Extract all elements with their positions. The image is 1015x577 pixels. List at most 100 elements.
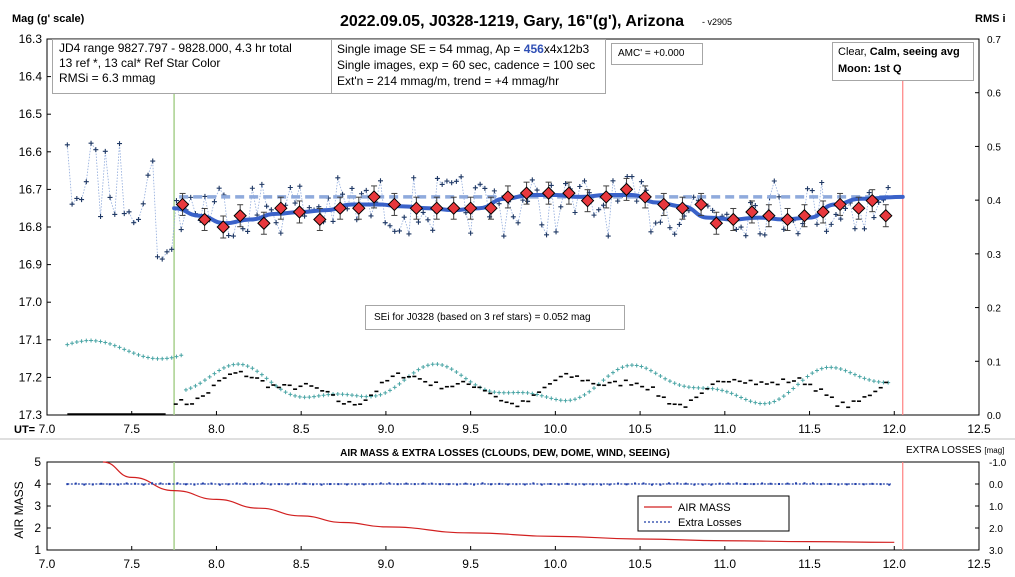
losses-tick: -1.0 xyxy=(989,458,1007,469)
rms-point xyxy=(810,371,815,376)
extra-losses-point xyxy=(456,483,459,486)
extra-losses-point xyxy=(91,483,94,486)
binned-diamond xyxy=(562,186,576,200)
binned-point xyxy=(709,211,724,235)
binned-point xyxy=(175,192,190,216)
extra-losses-point xyxy=(286,483,289,486)
rms-point xyxy=(198,381,203,386)
extra-losses-point xyxy=(125,482,128,485)
binned-diamond xyxy=(619,182,634,197)
y-right-tick-label: 0.0 xyxy=(987,411,1001,422)
rms-point xyxy=(753,400,758,405)
binned-point xyxy=(726,207,740,231)
x-tick-label: 10.0 xyxy=(544,422,568,436)
extra-losses-point xyxy=(879,483,882,486)
bottom-y-ticks-right: -1.0 0.0 1.0 2.0 3.0 xyxy=(975,458,1007,557)
single-image-point xyxy=(672,231,678,237)
single-image-point xyxy=(529,177,535,183)
rms-point xyxy=(696,385,701,390)
single-image-point xyxy=(434,175,440,181)
x-tick-label: 8.5 xyxy=(293,422,310,436)
binned-diamond xyxy=(675,201,690,215)
extra-losses-point xyxy=(328,483,331,486)
bottom-vertical-lines xyxy=(173,462,904,550)
single-image-point xyxy=(430,227,436,233)
binned-point xyxy=(430,196,444,220)
rms-point xyxy=(221,365,226,370)
x-tick-label: 10.0 xyxy=(544,557,568,571)
right-axis-label: RMS i xyxy=(975,13,1006,25)
single-image-point xyxy=(154,254,160,260)
single-image-point xyxy=(439,181,445,187)
binned-point xyxy=(675,196,690,220)
extra-losses-point xyxy=(430,482,433,485)
rms-point xyxy=(245,364,250,369)
binned-point xyxy=(446,196,461,220)
binned-point xyxy=(638,185,652,209)
y-tick-label: 17.1 xyxy=(19,333,43,347)
single-image-point xyxy=(88,140,94,146)
chart-title: 2022.09.05, J0328-1219, Gary, 16"(g'), A… xyxy=(340,13,684,30)
rms-point xyxy=(264,376,269,381)
single-image-point xyxy=(814,221,820,227)
single-image-point xyxy=(738,224,744,230)
single-image-point xyxy=(268,207,274,213)
single-image-point xyxy=(805,186,811,192)
binned-diamond xyxy=(333,201,347,215)
single-image-point xyxy=(638,179,644,185)
rms-point xyxy=(796,382,801,387)
extra-losses-point xyxy=(439,483,442,486)
extra-losses-point xyxy=(244,482,247,485)
rms-point xyxy=(639,364,644,369)
single-image-point xyxy=(401,214,407,220)
binned-diamond xyxy=(484,201,498,215)
x-tick-label: 10.5 xyxy=(628,557,652,571)
rms-point xyxy=(131,351,136,356)
extra-losses-point xyxy=(506,483,509,486)
binned-diamond xyxy=(313,212,327,227)
single-image-point xyxy=(202,193,208,199)
binned-diamond xyxy=(233,209,247,223)
extra-losses-point xyxy=(218,483,221,486)
rms-point xyxy=(226,363,231,368)
extra-losses-point xyxy=(786,482,789,485)
binned-diamond xyxy=(352,201,366,215)
binned-diamond xyxy=(367,190,381,204)
binned-diamond xyxy=(879,209,893,223)
single-image-point xyxy=(828,221,834,227)
single-image-point xyxy=(64,142,70,148)
rms-point xyxy=(852,372,857,377)
single-image-point xyxy=(259,181,265,187)
rms-point xyxy=(122,347,127,352)
binned-diamond xyxy=(216,220,230,234)
rms-point xyxy=(710,386,715,391)
single-image-point xyxy=(302,213,308,219)
rms-point xyxy=(402,378,407,383)
extra-losses-point xyxy=(727,482,730,485)
single-image-point xyxy=(823,228,829,234)
extra-losses-point xyxy=(557,483,560,486)
binned-diamond xyxy=(797,209,812,223)
rms-point xyxy=(155,356,160,361)
y-tick-label: 16.7 xyxy=(19,182,43,196)
rms-point xyxy=(259,372,264,377)
rms-point xyxy=(620,365,625,370)
top-vertical-lines xyxy=(173,78,904,415)
rms-point xyxy=(74,340,79,345)
extra-losses-point xyxy=(235,482,238,485)
x-tick-label: 11.5 xyxy=(798,557,821,571)
single-image-point xyxy=(425,217,431,223)
single-image-point xyxy=(368,213,374,219)
single-image-point xyxy=(387,223,393,229)
rms-point xyxy=(701,386,706,391)
rms-point xyxy=(150,356,155,361)
weather-box: Clear, Calm, seeing avg Moon: 1st Q xyxy=(832,42,974,81)
x-tick-label: 12.0 xyxy=(883,557,907,571)
extra-losses-point xyxy=(820,483,823,486)
rms-point xyxy=(283,390,288,395)
rms-point xyxy=(93,338,98,343)
single-image-point xyxy=(657,219,663,225)
rms-point xyxy=(800,378,805,383)
binned-point xyxy=(313,207,327,231)
single-image-point xyxy=(458,174,464,180)
